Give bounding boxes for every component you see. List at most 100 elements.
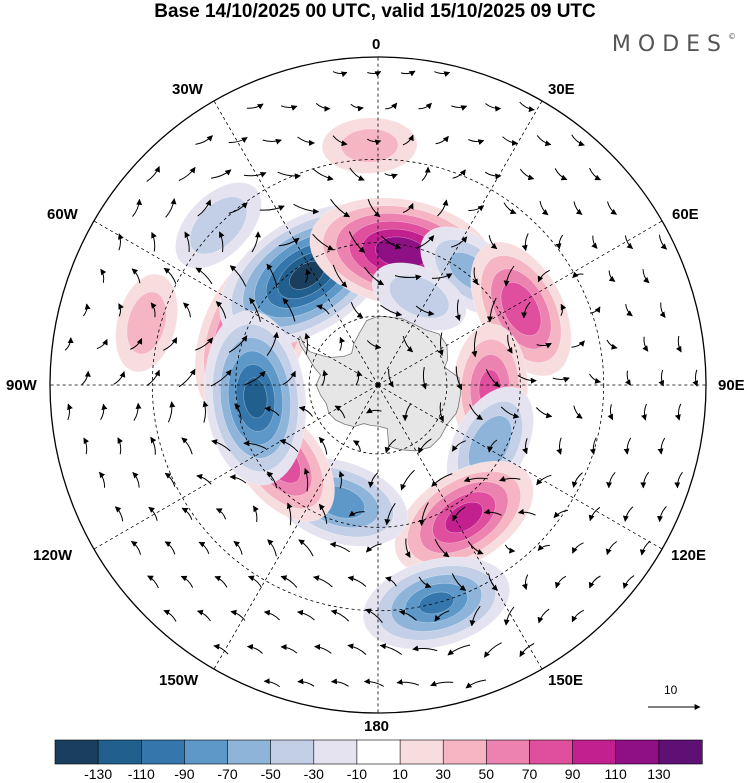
wind-arrow xyxy=(572,542,584,554)
wind-arrow xyxy=(315,103,331,112)
wind-arrow xyxy=(573,405,583,419)
wind-arrow xyxy=(384,503,396,526)
wind-arrow xyxy=(418,102,432,110)
lon-label-30w: 30W xyxy=(172,81,203,98)
wind-arrow xyxy=(334,405,346,419)
wind-arrow xyxy=(588,506,601,522)
meridian-line xyxy=(93,384,378,550)
wind-arrow xyxy=(554,168,568,181)
latitude-circle xyxy=(235,242,521,528)
lon-label-90w: 90W xyxy=(6,377,37,394)
wind-arrow xyxy=(132,471,140,488)
wind-arrow xyxy=(624,235,634,249)
meridian-line xyxy=(93,220,378,386)
wind-arrow xyxy=(233,540,243,555)
wind-arrow xyxy=(367,71,382,77)
wind-arrow xyxy=(536,342,552,349)
wind-arrow xyxy=(396,678,420,686)
wind-arrow xyxy=(488,573,498,591)
wind-arrow xyxy=(163,267,177,284)
wind-arrow xyxy=(228,335,248,353)
wind-arrow xyxy=(418,502,429,527)
colorbar-swatch xyxy=(184,739,229,765)
colorbar-swatch xyxy=(529,739,574,765)
wind-arrow xyxy=(605,541,618,556)
wind-arrow xyxy=(178,368,196,388)
wind-arrow xyxy=(146,166,160,182)
colorbar-tick-label: -10 xyxy=(346,766,368,782)
wind-arrow xyxy=(81,370,91,386)
wind-arrow xyxy=(83,437,90,455)
wind-arrow xyxy=(431,273,453,279)
wind-arrow xyxy=(537,269,550,283)
wind-arrow xyxy=(556,437,562,455)
wind-arrow xyxy=(642,269,650,284)
meridian-line xyxy=(377,385,543,670)
wind-arrow xyxy=(521,574,529,590)
colorbar-tick-label: 50 xyxy=(478,766,495,782)
wind-arrow xyxy=(99,471,106,488)
wind-arrow xyxy=(537,544,550,552)
wind-arrow xyxy=(363,266,385,286)
wind-arrow xyxy=(215,301,227,319)
lon-label-120e: 120E xyxy=(671,547,707,564)
wind-arrow xyxy=(263,678,281,688)
wind-arrow xyxy=(244,370,266,386)
wind-arrow xyxy=(352,440,361,452)
meridian-line xyxy=(378,220,663,386)
wind-arrow xyxy=(380,304,403,317)
wind-arrow xyxy=(521,301,531,319)
anomaly-contour xyxy=(444,501,484,534)
wind-arrow xyxy=(279,439,299,453)
wind-arrow xyxy=(247,575,262,588)
wind-arrow xyxy=(418,438,432,454)
wind-arrow xyxy=(623,437,632,455)
wind-arrow xyxy=(657,437,666,455)
wind-arrow xyxy=(536,135,552,147)
wind-arrow xyxy=(469,404,484,421)
wind-arrow xyxy=(455,366,463,391)
wind-arrow xyxy=(434,71,451,77)
wind-arrow xyxy=(502,136,518,146)
wind-arrow xyxy=(539,201,549,216)
wind-arrow xyxy=(304,332,311,355)
meridian-line xyxy=(378,384,663,550)
wind-arrow xyxy=(184,231,191,253)
wind-arrow xyxy=(178,166,196,182)
wind-arrow xyxy=(234,403,242,421)
wind-arrow xyxy=(330,609,350,622)
wind-arrow xyxy=(355,370,363,386)
wind-arrow xyxy=(350,302,364,319)
wind-arrow xyxy=(148,506,158,521)
wind-arrow xyxy=(379,643,403,655)
wind-arrow xyxy=(571,340,585,348)
wind-arrow xyxy=(571,472,583,488)
wind-arrow xyxy=(500,406,520,419)
wind-arrow xyxy=(452,506,466,522)
wind-arrow xyxy=(485,103,502,112)
wind-arrow xyxy=(210,369,232,387)
wind-arrow xyxy=(147,575,159,589)
wind-arrow xyxy=(622,506,634,522)
wind-arrow xyxy=(277,171,301,180)
wind-arrow xyxy=(350,103,364,112)
wind-arrow xyxy=(640,471,650,489)
lon-label-150w: 150W xyxy=(159,672,199,689)
colorbar-swatch xyxy=(313,739,358,765)
wind-arrow xyxy=(246,103,264,110)
wind-arrow xyxy=(180,575,194,588)
wind-arrow xyxy=(385,576,397,587)
map-border xyxy=(49,56,707,714)
wind-vectors xyxy=(64,70,699,689)
wind-arrow xyxy=(555,234,564,250)
wind-arrow xyxy=(96,338,108,350)
wind-arrow xyxy=(263,609,280,621)
wind-arrow xyxy=(438,402,444,423)
wind-arrow xyxy=(164,472,176,487)
wind-arrow xyxy=(338,471,345,489)
wind-arrow xyxy=(468,541,484,555)
colorbar-tick-label: -30 xyxy=(303,766,324,782)
wind-arrow xyxy=(211,169,232,179)
wind-arrow xyxy=(282,370,296,386)
